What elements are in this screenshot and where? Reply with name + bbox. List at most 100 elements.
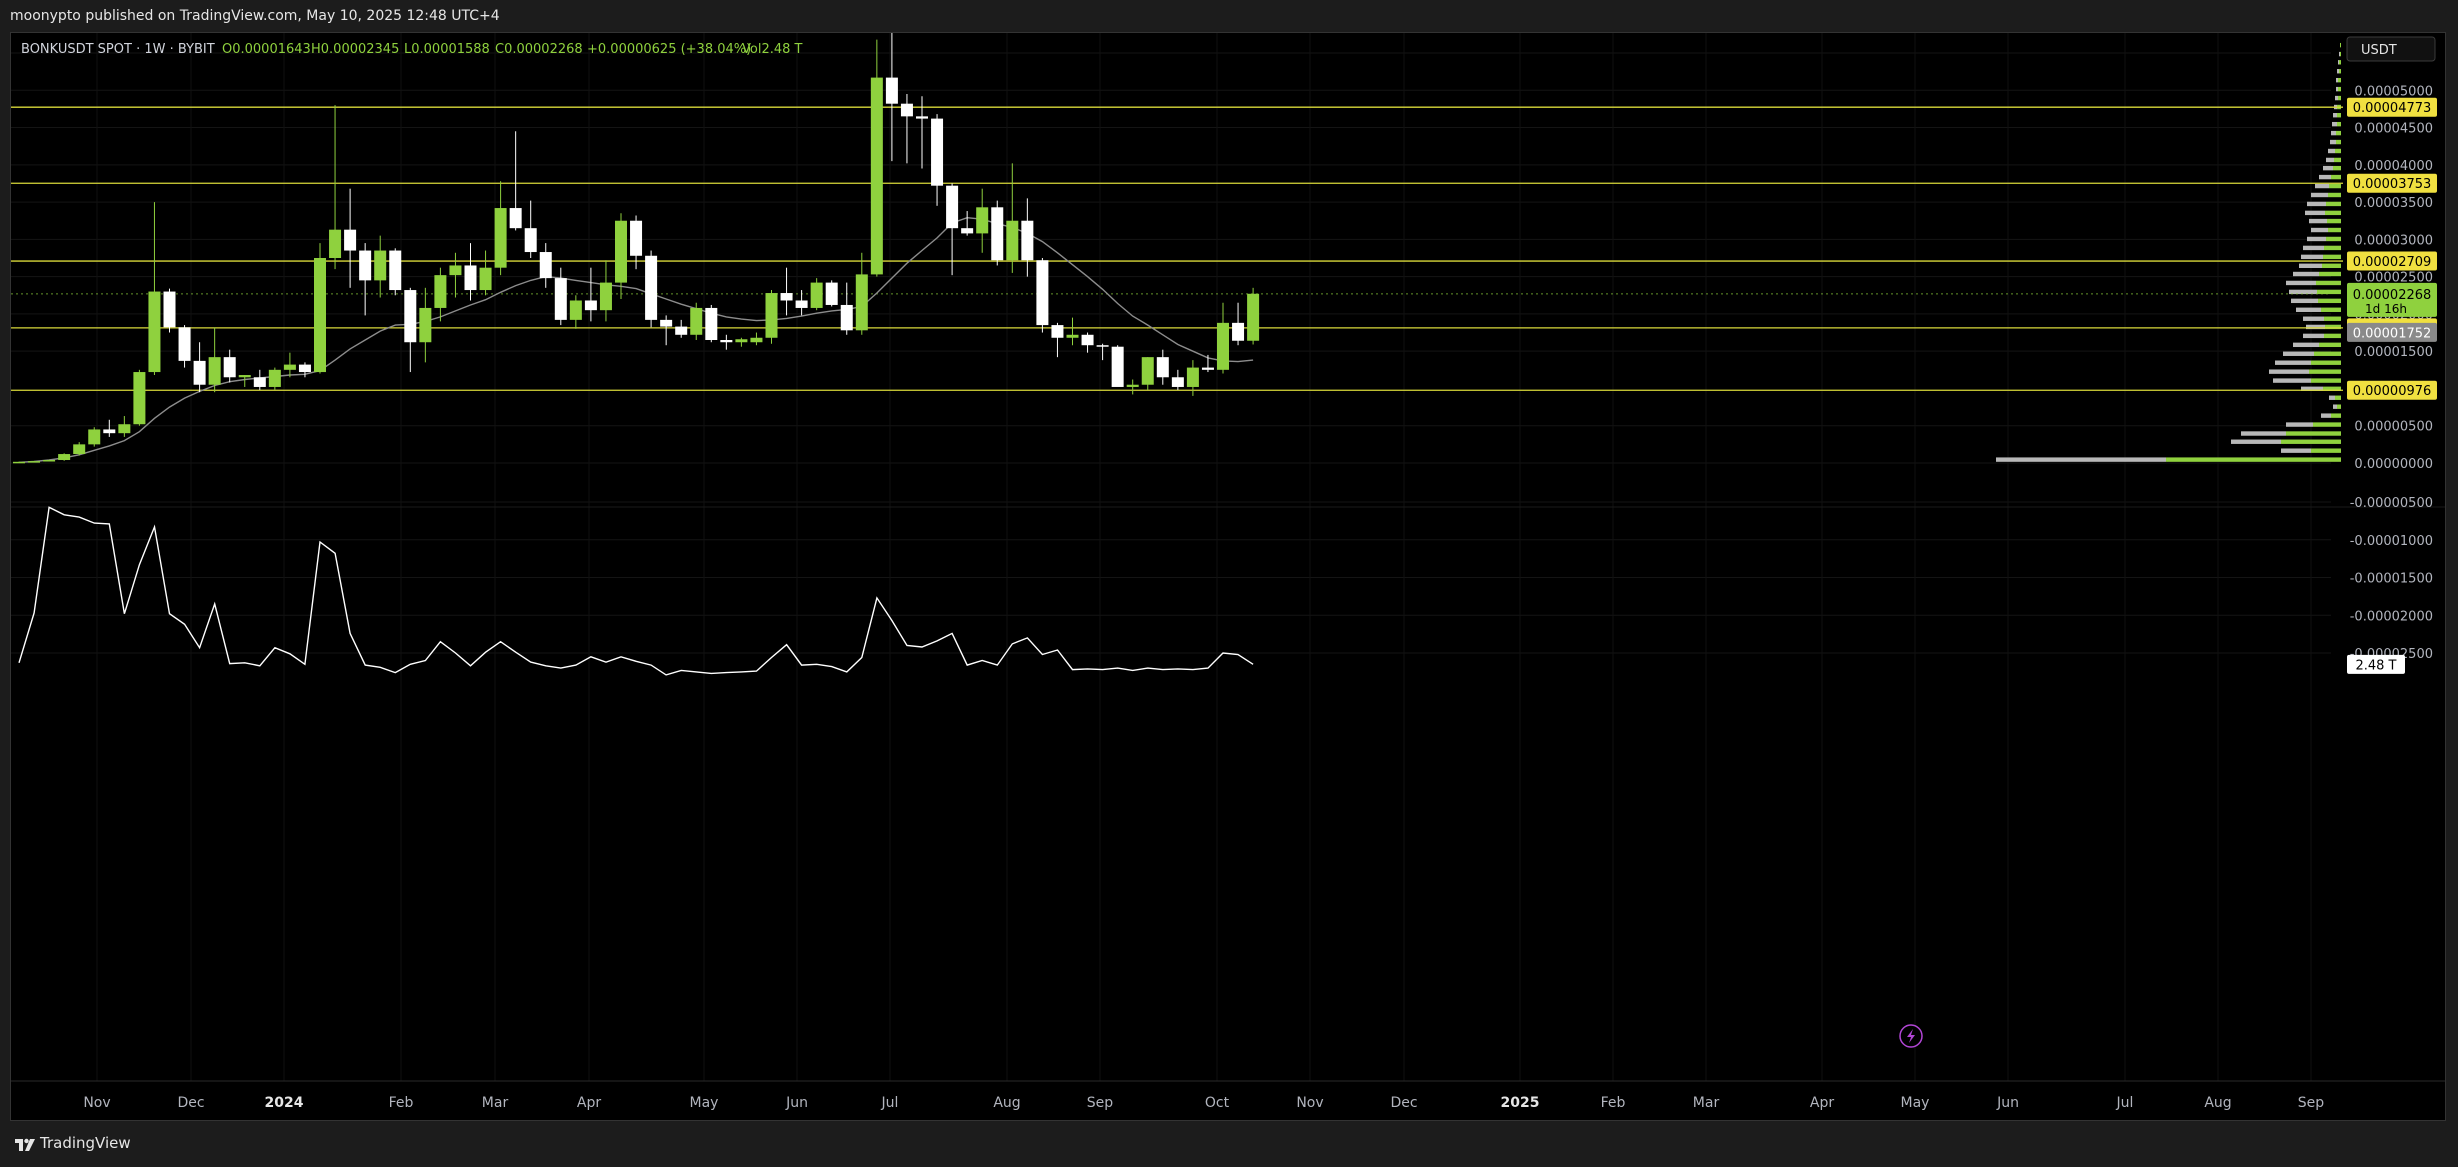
candle-body[interactable] xyxy=(133,372,146,425)
candle-body[interactable] xyxy=(1186,367,1199,387)
volume-profile-bar-down xyxy=(2289,289,2317,295)
candle-body[interactable] xyxy=(524,228,537,253)
candle-body[interactable] xyxy=(569,300,582,320)
candle-body[interactable] xyxy=(103,429,116,434)
candle-body[interactable] xyxy=(1021,220,1034,261)
candle-body[interactable] xyxy=(705,307,718,340)
candle-body[interactable] xyxy=(314,258,326,373)
candle-body[interactable] xyxy=(916,116,928,119)
alert-lightning-icon[interactable] xyxy=(1899,1024,1923,1048)
candle-body[interactable] xyxy=(1247,293,1260,341)
candle-body[interactable] xyxy=(1066,334,1079,338)
chart-pane[interactable]: Nov Dec 2024 Feb Mar Apr May Jun Jul Aug Sep Oct Nov… xyxy=(10,19,2446,1121)
volume-profile-bar-down xyxy=(2336,86,2338,92)
volume-profile-bar-up xyxy=(2311,360,2341,365)
candle-body[interactable] xyxy=(1141,357,1154,385)
volume-profile-bar-down xyxy=(2331,130,2336,136)
legend-symbol: BONKUSDT SPOT · 1W · BYBIT xyxy=(21,42,215,57)
candle-body[interactable] xyxy=(268,369,281,387)
candle-body[interactable] xyxy=(810,282,823,308)
candle-body[interactable] xyxy=(825,282,838,305)
candle-body[interactable] xyxy=(253,377,266,387)
candle-body[interactable] xyxy=(870,77,883,275)
candle-body[interactable] xyxy=(509,208,522,229)
candle-body[interactable] xyxy=(750,337,763,343)
candle-body[interactable] xyxy=(329,229,342,258)
candle-body[interactable] xyxy=(43,460,56,462)
candle-body[interactable] xyxy=(855,274,868,331)
volume-profile-bar-down xyxy=(2231,439,2281,444)
candles[interactable] xyxy=(13,19,1260,464)
volume-profile-bar-down xyxy=(2326,157,2334,163)
candle-body[interactable] xyxy=(13,461,25,464)
candle-body[interactable] xyxy=(961,228,974,234)
candle-body[interactable] xyxy=(88,429,101,445)
horizontal-levels[interactable] xyxy=(11,106,2343,391)
candle-body[interactable] xyxy=(434,275,447,308)
candle-body[interactable] xyxy=(419,307,432,343)
candle-body[interactable] xyxy=(359,250,372,281)
candle-body[interactable] xyxy=(765,293,778,338)
candle-body[interactable] xyxy=(1156,357,1169,378)
candle-body[interactable] xyxy=(991,207,1004,261)
candle-body[interactable] xyxy=(193,360,206,385)
candle-body[interactable] xyxy=(238,375,251,378)
candle-body[interactable] xyxy=(976,207,989,234)
candle-body[interactable] xyxy=(720,340,733,343)
candle-body[interactable] xyxy=(584,300,597,311)
candle-body[interactable] xyxy=(885,77,898,104)
candle-body[interactable] xyxy=(374,250,387,281)
candle-body[interactable] xyxy=(1201,367,1214,370)
candle-body[interactable] xyxy=(615,220,627,283)
currency-button[interactable]: USDT xyxy=(2346,36,2436,62)
candle-body[interactable] xyxy=(344,229,357,251)
candle-body[interactable] xyxy=(464,265,477,291)
candle-body[interactable] xyxy=(1126,384,1139,387)
gridlines xyxy=(11,33,2331,1081)
chart-svg[interactable]: Nov Dec 2024 Feb Mar Apr May Jun Jul Aug Sep Oct Nov… xyxy=(11,19,2445,1120)
candle-body[interactable] xyxy=(118,424,131,434)
candle-body[interactable] xyxy=(449,265,462,276)
candle-body[interactable] xyxy=(1171,377,1184,387)
candle-body[interactable] xyxy=(1081,334,1094,346)
candle-body[interactable] xyxy=(163,291,176,328)
candle-body[interactable] xyxy=(599,282,612,311)
candle-body[interactable] xyxy=(298,364,311,373)
candle-body[interactable] xyxy=(1051,325,1064,338)
candle-body[interactable] xyxy=(208,357,221,385)
candle-body[interactable] xyxy=(389,250,402,291)
candle-body[interactable] xyxy=(1006,220,1019,261)
candle-body[interactable] xyxy=(900,103,913,117)
candle-body[interactable] xyxy=(675,326,688,335)
candle-body[interactable] xyxy=(630,220,643,256)
candle-body[interactable] xyxy=(1217,322,1229,370)
candle-body[interactable] xyxy=(690,307,703,335)
candle-body[interactable] xyxy=(283,364,296,370)
candle-body[interactable] xyxy=(1111,346,1124,387)
candle-body[interactable] xyxy=(494,208,507,268)
candle-body[interactable] xyxy=(946,185,959,229)
candle-body[interactable] xyxy=(178,327,191,361)
candle-body[interactable] xyxy=(645,255,658,320)
candle-body[interactable] xyxy=(539,252,552,279)
candle-body[interactable] xyxy=(660,319,673,327)
candle-body[interactable] xyxy=(223,357,236,378)
candle-body[interactable] xyxy=(1096,345,1109,347)
candle-body[interactable] xyxy=(148,291,161,373)
candle-body[interactable] xyxy=(1232,322,1245,341)
volume-profile-bar-up xyxy=(2313,422,2341,427)
candle-body[interactable] xyxy=(479,267,492,291)
level-price-badge-bg xyxy=(2347,97,2437,117)
candle-body[interactable] xyxy=(840,304,853,331)
candle-body[interactable] xyxy=(73,444,86,455)
candle-body[interactable] xyxy=(554,278,567,320)
candle-body[interactable] xyxy=(735,339,748,343)
candle-body[interactable] xyxy=(780,293,793,301)
candle-body[interactable] xyxy=(1036,260,1049,326)
candle-body[interactable] xyxy=(58,454,71,461)
candle-body[interactable] xyxy=(931,118,944,186)
volume-profile-bar-up xyxy=(2339,60,2341,65)
candle-body[interactable] xyxy=(404,290,417,343)
candle-body[interactable] xyxy=(795,300,808,308)
candle-body[interactable] xyxy=(28,461,41,463)
